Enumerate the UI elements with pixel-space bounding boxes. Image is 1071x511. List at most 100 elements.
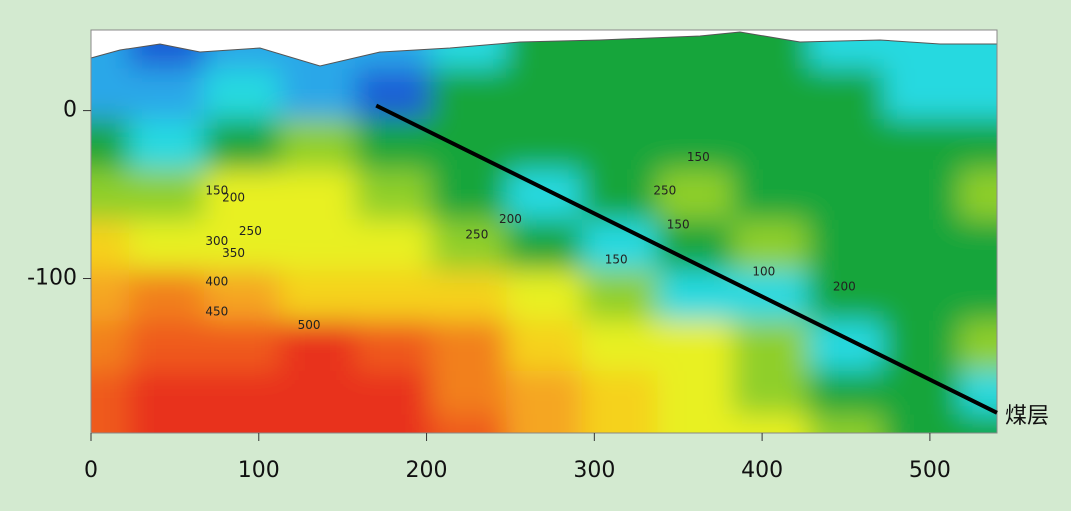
cell <box>732 219 810 272</box>
cell <box>128 414 206 433</box>
contour-label: 250 <box>239 224 262 238</box>
cell <box>279 270 357 322</box>
cell <box>657 370 734 416</box>
cell <box>204 169 281 221</box>
cell <box>883 118 961 171</box>
x-tick-label: 200 <box>406 458 448 483</box>
cell <box>204 68 281 120</box>
contour-label: 150 <box>687 150 710 164</box>
contour-label: 300 <box>205 234 228 248</box>
cell <box>808 414 885 433</box>
contour-label: 150 <box>605 253 628 267</box>
cell <box>506 320 583 372</box>
cell <box>204 370 281 416</box>
cell <box>808 169 885 221</box>
cell <box>506 118 583 171</box>
cell <box>883 68 961 120</box>
cell <box>959 219 997 272</box>
x-tick-label: 0 <box>84 458 98 483</box>
overlay: 0 100 200 300 400 5000-1001502002503003504004… <box>27 98 1049 483</box>
cell <box>732 414 810 433</box>
cell <box>883 270 961 322</box>
cell <box>506 414 583 433</box>
cell <box>91 414 130 433</box>
contour-label: 400 <box>205 274 228 288</box>
plot-frame <box>90 29 998 434</box>
cell <box>808 118 885 171</box>
y-tick-label: 0 <box>63 98 77 123</box>
cell <box>279 414 357 433</box>
contour-label: 450 <box>205 305 228 319</box>
cell <box>732 320 810 372</box>
cell <box>355 320 432 372</box>
contour-label: 200 <box>222 190 245 204</box>
cell <box>506 219 583 272</box>
cell <box>355 270 432 322</box>
cell <box>91 169 130 221</box>
cell <box>506 270 583 322</box>
cell <box>883 219 961 272</box>
cell <box>959 118 997 171</box>
cell <box>506 68 583 120</box>
cell <box>657 169 734 221</box>
cell <box>430 320 508 372</box>
field <box>91 30 997 433</box>
cell <box>91 320 130 372</box>
cell <box>430 219 508 272</box>
contour-label: 150 <box>667 217 690 231</box>
cell <box>581 320 659 372</box>
cell <box>959 270 997 322</box>
cell <box>279 68 357 120</box>
cell <box>279 118 357 171</box>
contour-label: 200 <box>499 212 522 226</box>
cell <box>128 320 206 372</box>
cell <box>808 270 885 322</box>
seam-label: 煤层 <box>1005 404 1049 429</box>
contour-label: 100 <box>752 264 775 278</box>
cell <box>355 68 432 120</box>
cell <box>657 68 734 120</box>
cell <box>355 370 432 416</box>
cell <box>204 118 281 171</box>
cell <box>91 219 130 272</box>
cell <box>128 370 206 416</box>
cell <box>808 219 885 272</box>
cell <box>128 219 206 272</box>
cell <box>204 320 281 372</box>
cell <box>430 68 508 120</box>
cell <box>732 118 810 171</box>
cell <box>430 169 508 221</box>
cell <box>657 270 734 322</box>
cell <box>91 370 130 416</box>
cell <box>959 68 997 120</box>
cell <box>355 169 432 221</box>
cell <box>430 414 508 433</box>
cell <box>204 414 281 433</box>
field-cells <box>91 30 997 433</box>
cell <box>430 370 508 416</box>
x-tick-label: 500 <box>909 458 951 483</box>
x-tick-label: 400 <box>741 458 783 483</box>
cell <box>959 169 997 221</box>
cell <box>128 68 206 120</box>
cell <box>883 169 961 221</box>
cell <box>279 370 357 416</box>
cell <box>657 118 734 171</box>
y-tick-label: -100 <box>27 266 77 291</box>
cell <box>279 219 357 272</box>
cell <box>808 68 885 120</box>
contour-label: 250 <box>653 184 676 198</box>
cell <box>959 320 997 372</box>
cell <box>91 68 130 120</box>
cell <box>657 414 734 433</box>
cell <box>581 414 659 433</box>
cell <box>732 169 810 221</box>
contour-label: 250 <box>465 227 488 241</box>
cell <box>732 370 810 416</box>
cell <box>204 219 281 272</box>
contour-label: 150 <box>205 184 228 198</box>
cell <box>657 320 734 372</box>
cell <box>91 118 130 171</box>
cell <box>506 370 583 416</box>
